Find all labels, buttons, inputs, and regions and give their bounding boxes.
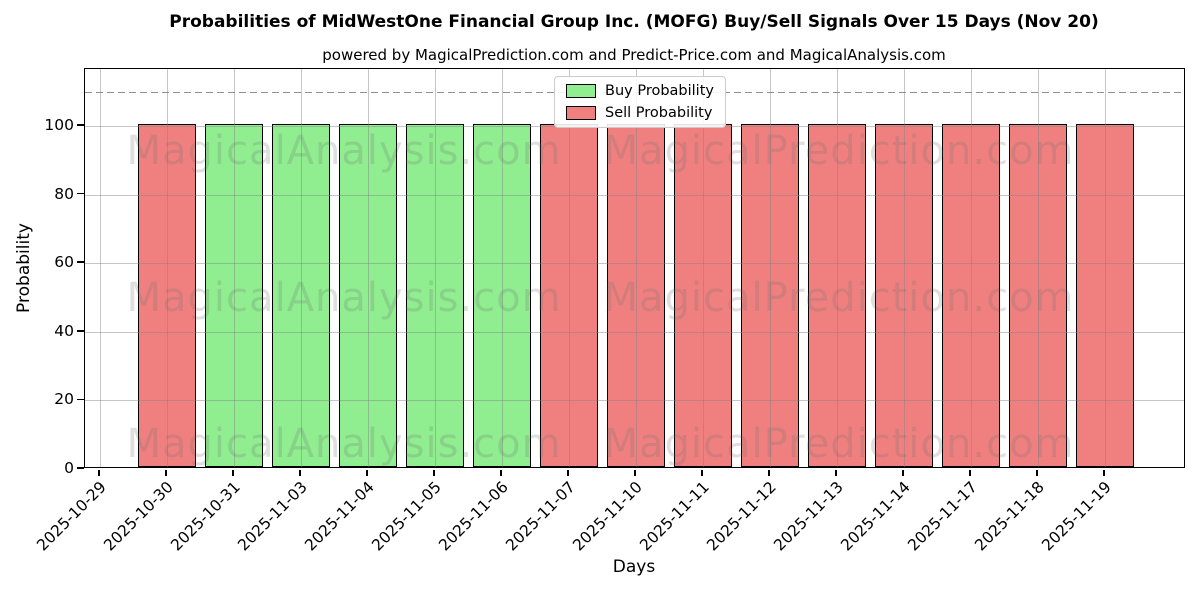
bar-2025-11-17-sell — [942, 123, 1000, 467]
bar-2025-11-12-sell — [741, 123, 799, 467]
y-gridline — [85, 400, 1184, 402]
bar-2025-11-13-sell — [808, 123, 866, 467]
x-gridline — [1105, 69, 1106, 467]
bar-2025-11-10-sell — [607, 123, 665, 467]
x-tick-label: 2025-11-18 — [971, 478, 1048, 555]
y-tick-mark — [77, 192, 84, 195]
watermark-magicalanalysis: MagicalAnalysis.com — [126, 128, 562, 174]
y-tick-label: 40 — [54, 321, 74, 340]
y-tick-label: 80 — [54, 184, 74, 203]
x-gridline — [301, 69, 302, 467]
x-tick-label: 2025-11-04 — [301, 478, 378, 555]
x-tick-mark — [835, 470, 837, 476]
x-tick-label: 2025-11-06 — [435, 478, 512, 555]
watermark-magicalprediction: MagicalPrediction.com — [603, 128, 1075, 174]
x-tick-mark — [1036, 470, 1038, 476]
y-gridline — [85, 194, 1184, 196]
x-tick-mark — [902, 470, 904, 476]
bar-2025-11-04-buy — [339, 123, 397, 467]
y-tick-mark — [77, 398, 84, 401]
x-gridline — [100, 69, 101, 467]
bar-2025-10-31-buy — [205, 123, 263, 467]
x-gridline — [234, 69, 235, 467]
watermark-magicalprediction: MagicalPrediction.com — [603, 421, 1075, 467]
x-tick-mark — [232, 470, 234, 476]
watermark-magicalprediction: MagicalPrediction.com — [603, 275, 1075, 321]
x-tick-mark — [567, 470, 569, 476]
y-tick-mark — [77, 330, 84, 332]
bar-2025-11-03-buy — [272, 123, 330, 467]
x-tick-label: 2025-11-07 — [502, 478, 579, 555]
watermark-magicalanalysis: MagicalAnalysis.com — [126, 421, 562, 467]
x-tick-label: 2025-10-30 — [100, 478, 177, 555]
bar-2025-11-07-sell — [540, 123, 598, 467]
x-gridline — [368, 69, 369, 467]
y-tick-label: 100 — [44, 115, 74, 134]
x-tick-mark — [500, 470, 502, 476]
x-tick-mark — [165, 470, 167, 476]
legend-swatch — [566, 84, 596, 98]
x-tick-label: 2025-11-13 — [770, 478, 847, 555]
x-tick-label: 2025-11-10 — [569, 478, 646, 555]
y-tick-mark — [77, 467, 84, 469]
x-gridline — [904, 69, 905, 467]
x-gridline — [167, 69, 168, 467]
x-gridline — [837, 69, 838, 467]
chart-title: Probabilities of MidWestOne Financial Gr… — [169, 12, 1099, 32]
x-gridline — [770, 69, 771, 467]
x-tick-mark — [299, 470, 301, 476]
x-gridline — [502, 69, 503, 467]
x-gridline — [636, 69, 637, 467]
bar-2025-11-18-sell — [1009, 123, 1067, 467]
x-tick-label: 2025-11-14 — [837, 478, 914, 555]
x-tick-label: 2025-11-05 — [368, 478, 445, 555]
y-tick-label: 60 — [54, 253, 74, 272]
x-gridline — [435, 69, 436, 467]
y-tick-mark — [77, 124, 84, 126]
x-gridline — [1038, 69, 1039, 467]
x-gridline — [971, 69, 972, 467]
x-tick-mark — [701, 470, 703, 476]
x-tick-mark — [98, 470, 100, 476]
legend-label: Buy Probability — [605, 83, 714, 99]
y-gridline — [85, 263, 1184, 265]
x-tick-mark — [366, 470, 368, 476]
x-tick-label: 2025-11-11 — [636, 478, 713, 555]
bar-2025-11-05-buy — [406, 123, 464, 467]
x-tick-label: 2025-10-31 — [167, 478, 244, 555]
legend-item: Buy Probability — [566, 83, 714, 99]
legend-label: Sell Probability — [605, 105, 713, 121]
x-tick-mark — [1103, 470, 1105, 476]
x-tick-mark — [433, 470, 435, 476]
legend-item: Sell Probability — [566, 105, 714, 121]
chart-subtitle: powered by MagicalPrediction.com and Pre… — [322, 46, 946, 64]
y-gridline — [85, 331, 1184, 333]
x-tick-label: 2025-10-29 — [33, 478, 110, 555]
x-tick-mark — [768, 470, 770, 476]
bar-2025-11-06-buy — [473, 123, 531, 467]
plot-area: MagicalAnalysis.com MagicalPrediction.com… — [84, 68, 1185, 468]
bar-2025-11-19-sell — [1076, 123, 1134, 467]
x-tick-label: 2025-11-19 — [1038, 478, 1115, 555]
x-tick-label: 2025-11-03 — [234, 478, 311, 555]
y-tick-label: 0 — [64, 459, 74, 477]
bar-2025-10-30-sell — [138, 123, 196, 467]
legend-swatch — [566, 106, 596, 120]
x-tick-label: 2025-11-12 — [703, 478, 780, 555]
x-axis-label: Days — [612, 557, 656, 577]
y-tick-label: 20 — [54, 390, 74, 409]
x-tick-mark — [634, 470, 636, 476]
x-tick-label: 2025-11-17 — [904, 478, 981, 555]
x-gridline — [569, 69, 570, 467]
y-tick-mark — [77, 261, 84, 263]
x-gridline — [703, 69, 704, 467]
watermark-magicalanalysis: MagicalAnalysis.com — [126, 275, 562, 321]
y-axis-label: Probability — [14, 223, 34, 313]
bar-2025-11-14-sell — [875, 123, 933, 467]
x-tick-mark — [969, 470, 971, 476]
legend: Buy Probability Sell Probability — [554, 76, 726, 128]
